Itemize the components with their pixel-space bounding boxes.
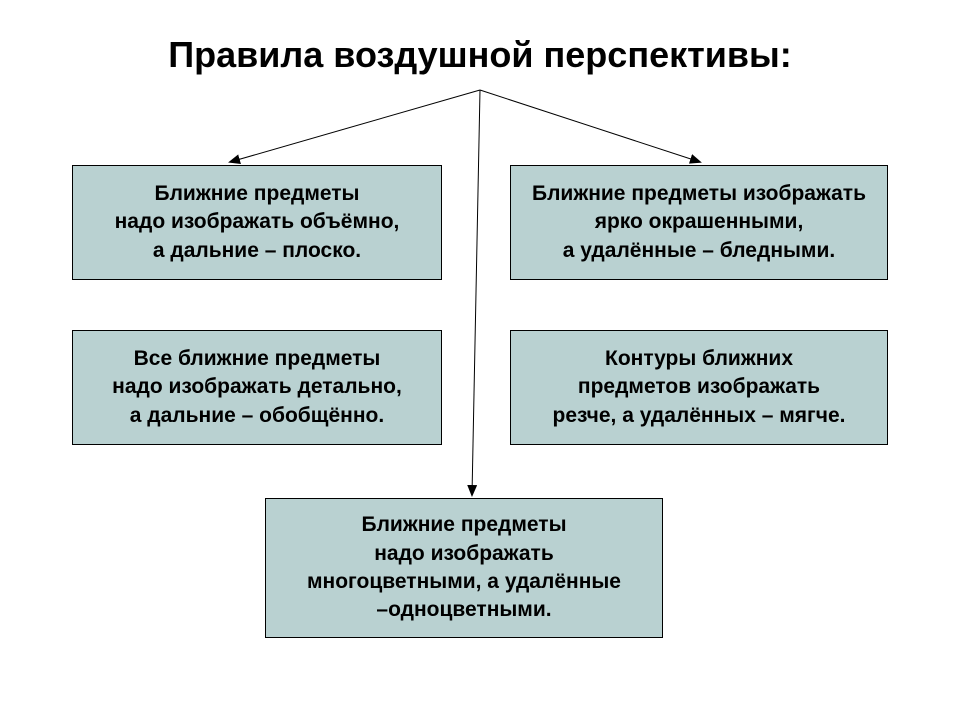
rule-box-bottom: Ближние предметы надо изображать многоцв… [265,498,663,638]
rule-box-top-left: Ближние предметы надо изображать объёмно… [72,165,442,280]
rule-box-top-right: Ближние предметы изображать ярко окрашен… [510,165,888,280]
arrow-line [230,90,480,162]
arrow-line [472,90,480,495]
slide-title: Правила воздушной перспективы: [0,34,960,76]
slide: Правила воздушной перспективы: Ближние п… [0,0,960,720]
rule-box-mid-right: Контуры ближних предметов изображать рез… [510,330,888,445]
rule-box-mid-left: Все ближние предметы надо изображать дет… [72,330,442,445]
arrow-line [480,90,700,162]
